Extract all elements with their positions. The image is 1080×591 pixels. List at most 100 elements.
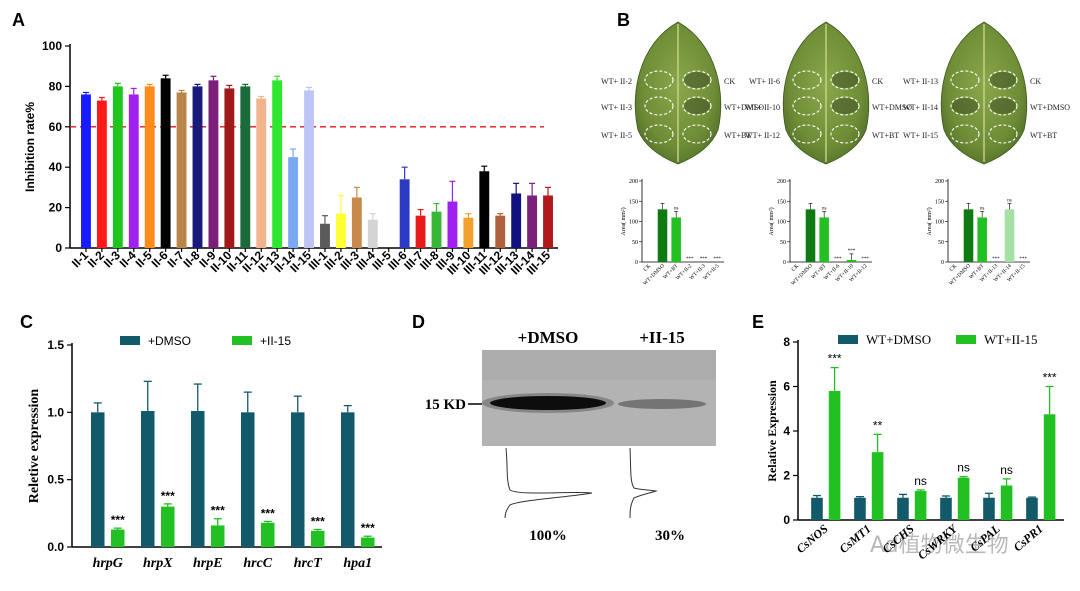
- panel-c-bar: [161, 506, 175, 547]
- panel-b-bar: [657, 209, 668, 262]
- panel-b-inoculation-circle: [830, 70, 860, 90]
- panel-a-bar: [208, 80, 219, 248]
- panel-b-xtick-label: CK: [643, 263, 653, 273]
- panel-d-marker-label: 15 KD: [425, 397, 466, 413]
- panel-b-leaf-label: WT+ II-5: [601, 131, 632, 140]
- panel-b-leaf-label: WT+ II-3: [601, 103, 632, 112]
- panel-b-inoculation-circle: [644, 124, 674, 144]
- panel-b-inoculation-circle: [682, 70, 712, 90]
- panel-b-lesion: [832, 72, 858, 88]
- panel-e-ytick-label: 6: [783, 380, 790, 394]
- panel-a-bar: [288, 157, 299, 248]
- panel-e-ytick-label: 4: [783, 424, 790, 438]
- panel-d-profile-dmso: [504, 447, 593, 519]
- panel-d-band-ii15: [618, 399, 706, 409]
- panel-c-sig-label: ***: [161, 489, 175, 503]
- panel-b-xtick-label: CK: [949, 263, 959, 273]
- panel-b-ytick-label: 100: [777, 220, 786, 226]
- panel-b-lesion: [990, 98, 1016, 114]
- panel-b-lesion: [684, 98, 710, 114]
- panel-b-ytick-label: 200: [629, 179, 638, 185]
- panel-c-chart: 0.0 0.5 1.0 1.5 Reletive expression +DMSO +II-…: [27, 334, 382, 571]
- panel-b-sig-label: ***: [834, 257, 842, 262]
- panel-b-leaf-1: [634, 21, 722, 165]
- panel-b-ytick-label: 150: [935, 199, 944, 205]
- panel-a-bar: [543, 195, 553, 248]
- panel-b-inoculation-circle: [988, 96, 1018, 116]
- panel-a-ylabel: Inhibition rate%: [23, 102, 37, 192]
- panel-b-ytick-label: 200: [935, 179, 944, 185]
- panel-e-bar: [811, 497, 823, 520]
- panel-b-sig-label: ns: [674, 206, 679, 211]
- panel-c-legend-label: +II-15: [260, 334, 291, 348]
- panel-a-bar: [415, 215, 426, 248]
- panel-b-leaf-label: WT+ II-2: [601, 77, 632, 86]
- panel-e-bar: [871, 452, 884, 520]
- panel-c-sig-label: ***: [211, 504, 225, 518]
- panel-d-blot-top-shade: [482, 350, 716, 380]
- panel-e-ylabel: Relative Expression: [765, 380, 779, 482]
- panel-b-ylabel: Area( mm²): [926, 207, 933, 235]
- panel-b-xtick-label: CK: [791, 263, 801, 273]
- panel-c-bar: [141, 410, 155, 547]
- panel-c-ytick-label: 0.0: [47, 540, 64, 554]
- panel-letter-a: A: [12, 10, 25, 30]
- panel-a-bar: [447, 201, 458, 248]
- panel-e-bar: [854, 497, 866, 520]
- panel-e-sig-label: ***: [1043, 371, 1057, 385]
- panel-e-legend-swatch: [838, 335, 858, 344]
- panel-c-legend-swatch: [120, 336, 140, 345]
- panel-b-leaf-label: WT+ II-6: [749, 77, 780, 86]
- panel-b-leaf-label: WT+BT: [1030, 131, 1057, 140]
- panel-a-bar: [96, 100, 107, 248]
- panel-b-lesion: [990, 72, 1016, 88]
- panel-a-bar: [176, 92, 187, 249]
- panel-b-inoculation-circle: [682, 124, 712, 144]
- panel-c-sig-label: ***: [311, 514, 325, 528]
- panel-e-xtick-label: CsPR1: [1011, 522, 1046, 555]
- panel-a-ytick-label: 80: [49, 79, 63, 93]
- panel-b-inoculation-circle: [830, 124, 860, 144]
- panel-b-bar: [846, 259, 857, 262]
- panel-b-sig-label: ***: [848, 249, 856, 254]
- panel-b-sig-label: ns: [1007, 198, 1012, 203]
- panel-b-inoculation-circle: [644, 96, 674, 116]
- panel-e-ytick-label: 2: [783, 469, 790, 483]
- panel-b-ytick-label: 50: [632, 240, 638, 246]
- panel-a-bar: [112, 86, 123, 249]
- panel-letter-e: E: [752, 312, 764, 332]
- panel-b-sig-label: ***: [713, 257, 721, 262]
- panel-a-bar: [463, 217, 474, 248]
- panel-b-ytick-label: 50: [938, 240, 944, 246]
- panel-c-sig-label: ***: [261, 506, 275, 520]
- panel-b-leaf-label: WT+ II-12: [745, 131, 780, 140]
- panel-c-bar: [361, 537, 375, 547]
- panel-b-lesion: [832, 98, 858, 114]
- panel-e-bar: [957, 477, 970, 520]
- panel-b-lesion: [952, 98, 978, 114]
- panel-b-leaf-label: CK: [872, 77, 883, 86]
- panel-c-ylabel: Reletive expression: [27, 389, 42, 504]
- panel-b-ytick-label: 0: [941, 260, 944, 266]
- panel-b-inoculation-circle: [792, 70, 822, 90]
- panel-e-xtick-label: CsMT1: [837, 522, 874, 556]
- panel-d-percent-label: 30%: [655, 528, 685, 544]
- panel-a-bar: [304, 90, 314, 248]
- panel-b-leaf-label: WT+ II-14: [903, 103, 938, 112]
- panel-c-ytick-label: 1.0: [47, 405, 64, 419]
- panel-b-sig-label: ***: [700, 257, 708, 262]
- panel-c-xtick-label: hrpG: [93, 556, 123, 571]
- panel-a-ytick-label: 0: [55, 241, 62, 255]
- panel-e-sig-label: ns: [957, 461, 970, 475]
- panel-b-leaf-2: [782, 21, 870, 165]
- panel-d-percent-label: 100%: [529, 528, 567, 544]
- panel-b-sig-label: ns: [822, 206, 827, 211]
- panel-a-ytick-label: 60: [49, 120, 63, 134]
- panel-c-bar: [241, 412, 255, 547]
- panel-b-lesion: [684, 72, 710, 88]
- panel-b-inoculation-circle: [950, 124, 980, 144]
- panel-e-sig-label: **: [873, 418, 883, 432]
- panel-b-leaf-3: [940, 21, 1028, 165]
- panel-letter-b: B: [617, 10, 630, 30]
